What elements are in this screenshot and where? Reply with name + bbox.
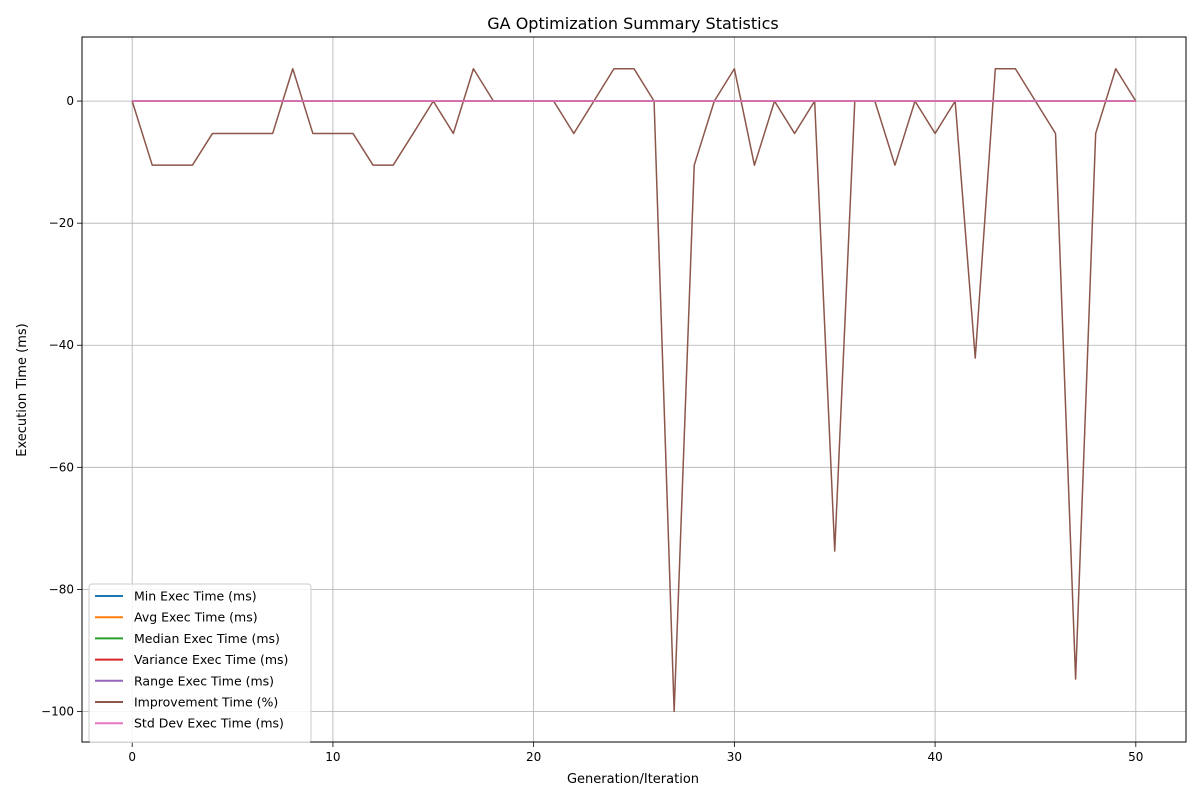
x-tick-label: 50: [1128, 750, 1143, 764]
x-tick-label: 20: [526, 750, 541, 764]
legend-label: Variance Exec Time (ms): [134, 652, 288, 667]
x-tick-label: 40: [927, 750, 942, 764]
x-axis-label: Generation/Iteration: [567, 772, 699, 787]
y-tick-label: 0: [66, 94, 74, 108]
y-tick-label: −40: [49, 338, 74, 352]
x-tick-label: 0: [128, 750, 136, 764]
y-axis-label: Execution Time (ms): [15, 323, 30, 456]
y-tick-label: −100: [41, 704, 74, 718]
y-tick-label: −20: [49, 216, 74, 230]
y-tick-label: −60: [49, 460, 74, 474]
x-tick-label: 10: [325, 750, 340, 764]
legend-label: Std Dev Exec Time (ms): [134, 716, 284, 731]
y-tick-label: −80: [49, 582, 74, 596]
x-tick-label: 30: [727, 750, 742, 764]
legend-label: Avg Exec Time (ms): [134, 610, 258, 625]
legend-label: Improvement Time (%): [134, 695, 278, 710]
legend: Min Exec Time (ms) Avg Exec Time (ms) Medi…: [89, 584, 311, 742]
chart-title: GA Optimization Summary Statistics: [487, 14, 778, 33]
legend-label: Min Exec Time (ms): [134, 589, 257, 604]
legend-label: Median Exec Time (ms): [134, 631, 280, 646]
legend-label: Range Exec Time (ms): [134, 673, 274, 688]
